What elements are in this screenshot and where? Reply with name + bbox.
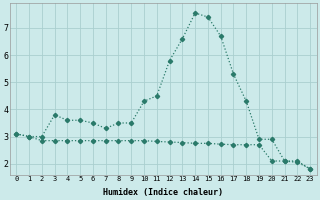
X-axis label: Humidex (Indice chaleur): Humidex (Indice chaleur) [103, 188, 223, 197]
